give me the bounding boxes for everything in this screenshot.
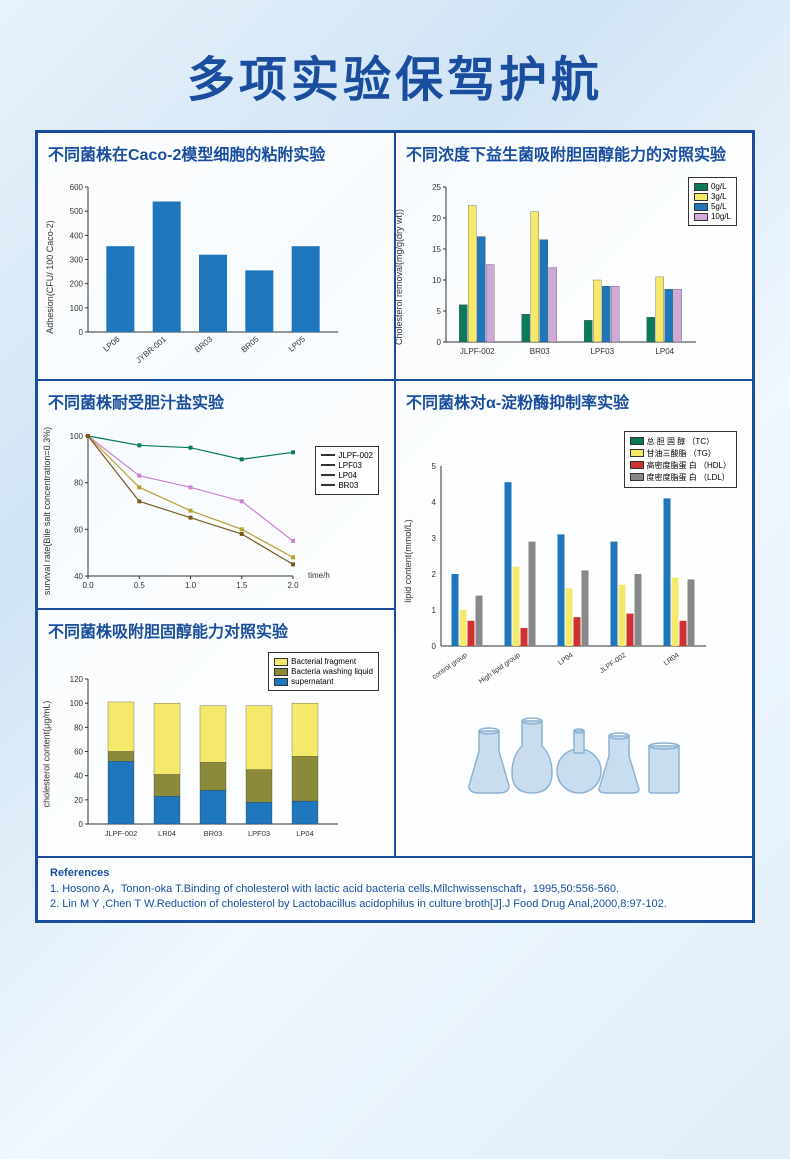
svg-text:2: 2: [432, 570, 437, 579]
panel2-ylabel: Cholesterol removal(mg/g(dry wt)): [394, 209, 404, 345]
svg-text:High lipid group: High lipid group: [478, 652, 522, 686]
svg-text:60: 60: [74, 748, 83, 757]
svg-text:2.0: 2.0: [287, 581, 299, 590]
svg-text:JYBR-001: JYBR-001: [134, 335, 168, 366]
panel5-ylabel: cholesterol content(μg/mL): [41, 701, 51, 808]
svg-text:LR04: LR04: [663, 652, 681, 667]
svg-text:10: 10: [432, 276, 441, 285]
panel1-title: 不同菌株在Caco-2模型细胞的粘附实验: [48, 145, 384, 167]
svg-text:100: 100: [70, 432, 84, 441]
ref-2: 2. Lin M Y ,Chen T W.Reduction of choles…: [50, 897, 740, 912]
svg-text:LR04: LR04: [158, 829, 176, 838]
refs-title: References: [50, 866, 740, 881]
svg-text:600: 600: [70, 183, 84, 192]
svg-text:0: 0: [437, 338, 442, 347]
svg-text:control group: control group: [431, 652, 469, 681]
panel2-svg: 0 5 10 15 20 25 JLPF-002 BR03 LPF03 LP04: [406, 177, 706, 367]
svg-text:60: 60: [74, 525, 83, 534]
svg-text:100: 100: [70, 304, 84, 313]
panel2-chart: Cholesterol removal(mg/g(dry wt)) 051015…: [406, 177, 742, 367]
panel3-legend: JLPF-002LPF03LP04BR03: [315, 446, 379, 495]
svg-text:80: 80: [74, 724, 83, 733]
svg-text:LP04: LP04: [655, 347, 674, 356]
panel2-legend: 0g/L3g/L5g/L10g/L: [688, 177, 737, 226]
svg-text:LP04: LP04: [557, 652, 574, 667]
svg-text:25: 25: [432, 183, 441, 192]
svg-text:LP05: LP05: [287, 335, 308, 354]
svg-text:BR03: BR03: [193, 335, 215, 355]
svg-text:0: 0: [79, 820, 84, 829]
svg-text:120: 120: [70, 675, 84, 684]
svg-text:400: 400: [70, 232, 84, 241]
svg-text:0.5: 0.5: [134, 581, 146, 590]
panel4-ylabel: lipid content(mmol/L): [403, 519, 413, 603]
svg-text:0: 0: [432, 642, 437, 651]
svg-text:LP06: LP06: [102, 335, 123, 354]
panel3-ylabel: survival rate(Bile salt concentration=0.…: [42, 427, 52, 595]
svg-text:0.0: 0.0: [82, 581, 94, 590]
flasks-svg: [464, 701, 684, 801]
svg-text:80: 80: [74, 478, 83, 487]
svg-text:100: 100: [70, 699, 84, 708]
svg-text:5: 5: [437, 307, 442, 316]
references: References 1. Hosono A，Tonon-oka T.Bindi…: [37, 857, 753, 921]
panel4-legend: 总 胆 固 醇 （TC）甘油三酸脂 （TG）高密度脂蛋 白 （HDL）度密度脂蛋…: [624, 431, 737, 488]
page-title: 多项实验保驾护航: [0, 0, 790, 130]
panel-adhesion: 不同菌株在Caco-2模型细胞的粘附实验 Adhesion(CFU/ 100 C…: [37, 132, 395, 380]
svg-text:200: 200: [70, 280, 84, 289]
svg-text:1.5: 1.5: [236, 581, 248, 590]
svg-text:BR05: BR05: [240, 335, 262, 355]
panel1-chart: Adhesion(CFU/ 100 Caco-2) 0 100 200 300 400 5…: [48, 177, 384, 367]
svg-text:15: 15: [432, 245, 441, 254]
svg-text:JLPF-002: JLPF-002: [460, 347, 495, 356]
panel-cholesterol-conc: 不同浓度下益生菌吸附胆固醇能力的对照实验 Cholesterol removal…: [395, 132, 753, 380]
panel5-title: 不同菌株吸附胆固醇能力对照实验: [48, 622, 384, 644]
svg-text:5: 5: [432, 462, 437, 471]
svg-text:BR03: BR03: [530, 347, 551, 356]
panel3-svg: 40 60 80 100 0.0 0.5 1.0 1.5 2.0 time/h: [48, 426, 348, 596]
svg-text:3: 3: [432, 534, 437, 543]
svg-text:BR03: BR03: [204, 829, 223, 838]
charts-grid: 不同菌株在Caco-2模型细胞的粘附实验 Adhesion(CFU/ 100 C…: [35, 130, 755, 923]
svg-text:LP04: LP04: [296, 829, 314, 838]
panel3-title: 不同菌株耐受胆汁盐实验: [48, 393, 384, 415]
svg-text:JLPF-002: JLPF-002: [105, 829, 138, 838]
panel1-svg: 0 100 200 300 400 500 600 LP06 JYBR-001 BR03 BR05 L…: [48, 177, 348, 367]
svg-text:1.0: 1.0: [185, 581, 197, 590]
ref-1: 1. Hosono A，Tonon-oka T.Binding of chole…: [50, 882, 740, 897]
svg-text:JLPF-002: JLPF-002: [599, 652, 628, 675]
panel4-title: 不同菌株对α-淀粉酶抑制率实验: [406, 393, 742, 415]
panel3-chart: survival rate(Bile salt concentration=0.…: [48, 426, 384, 596]
panel5-legend: Bacterial fragmentBacteria washing liqui…: [268, 652, 379, 691]
svg-text:20: 20: [432, 214, 441, 223]
panel-amylase: 不同菌株对α-淀粉酶抑制率实验 lipid content(mmol/L) 0 1…: [395, 380, 753, 857]
svg-text:LPF03: LPF03: [248, 829, 270, 838]
svg-text:LPF03: LPF03: [590, 347, 614, 356]
svg-text:0: 0: [79, 328, 84, 337]
svg-text:40: 40: [74, 772, 83, 781]
svg-text:500: 500: [70, 208, 84, 217]
svg-text:1: 1: [432, 606, 437, 615]
svg-text:time/h: time/h: [308, 571, 330, 580]
svg-text:300: 300: [70, 256, 84, 265]
panel2-title: 不同浓度下益生菌吸附胆固醇能力的对照实验: [406, 145, 742, 167]
panel-cholesterol-strain: 不同菌株吸附胆固醇能力对照实验 cholesterol content(μg/m…: [37, 609, 395, 857]
panel5-chart: cholesterol content(μg/mL) 0204060801001…: [48, 654, 384, 844]
panel1-ylabel: Adhesion(CFU/ 100 Caco-2): [45, 221, 55, 335]
svg-text:20: 20: [74, 796, 83, 805]
panel-bile-salt: 不同菌株耐受胆汁盐实验 survival rate(Bile salt conc…: [37, 380, 395, 608]
panel4-chart: lipid content(mmol/L) 0 1 2 3 4 5 control grou…: [406, 426, 742, 686]
flask-image: [406, 701, 742, 801]
svg-text:40: 40: [74, 572, 83, 581]
svg-text:4: 4: [432, 498, 437, 507]
